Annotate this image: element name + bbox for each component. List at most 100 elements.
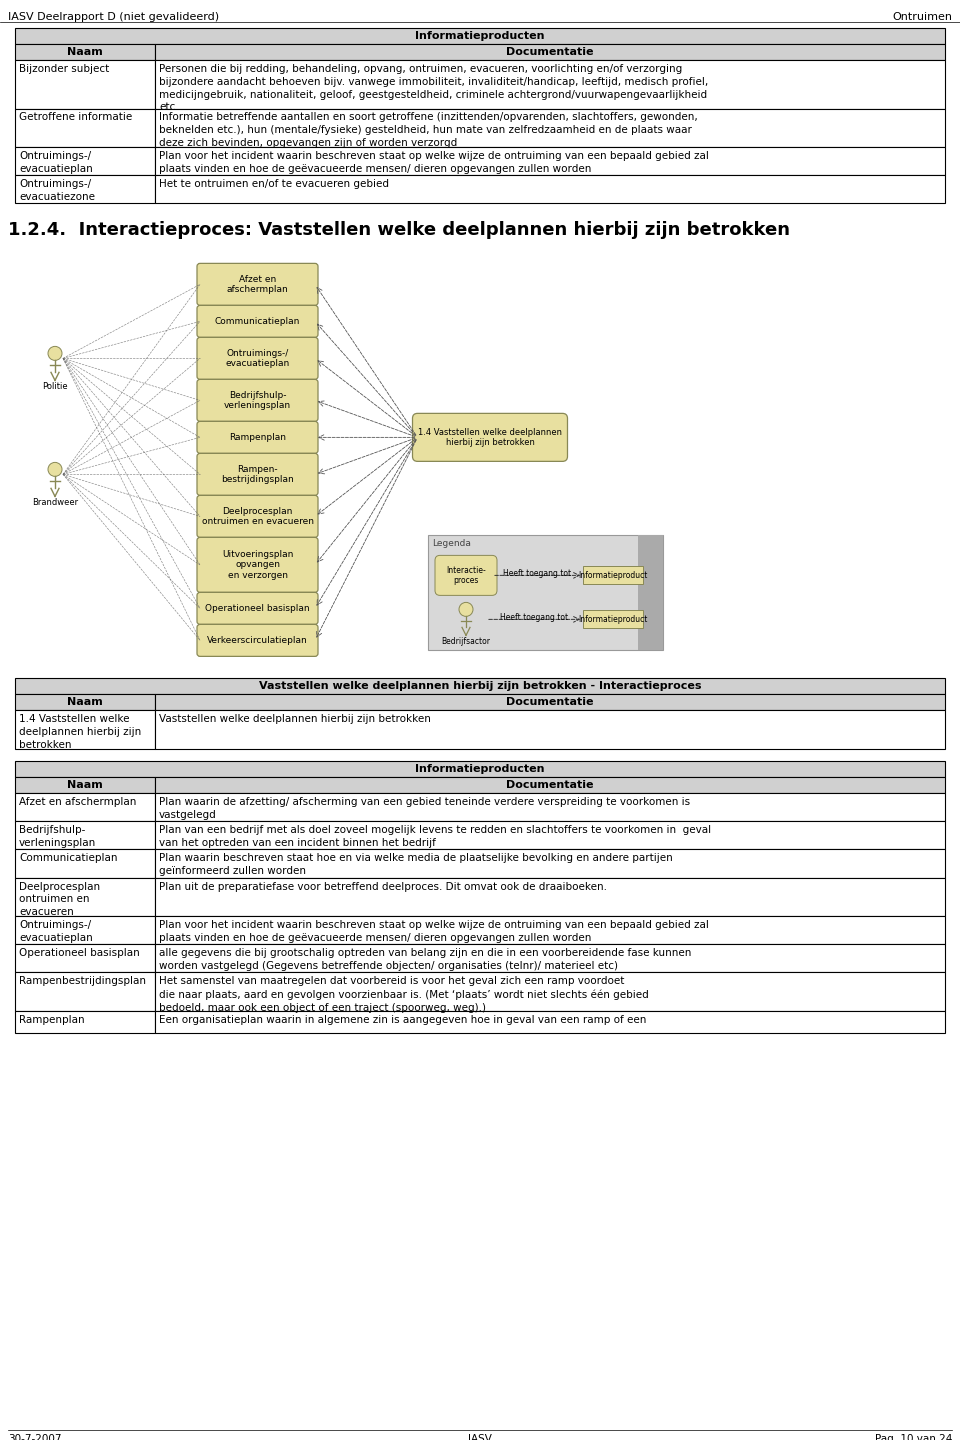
Bar (155, 877, 945, 916)
Bar (155, 850, 945, 877)
Text: Informatieproducten: Informatieproducten (416, 763, 544, 773)
Circle shape (48, 347, 62, 360)
FancyBboxPatch shape (197, 537, 318, 592)
Text: Plan voor het incident waarin beschreven staat op welke wijze de ontruiming van : Plan voor het incident waarin beschreven… (159, 151, 708, 174)
Text: Plan voor het incident waarin beschreven staat op welke wijze de ontruiming van : Plan voor het incident waarin beschreven… (159, 920, 708, 943)
FancyBboxPatch shape (197, 264, 318, 305)
FancyBboxPatch shape (197, 379, 318, 422)
Text: IASV: IASV (468, 1434, 492, 1440)
FancyBboxPatch shape (197, 337, 318, 379)
Text: Politie: Politie (42, 383, 68, 392)
FancyBboxPatch shape (435, 556, 497, 595)
Bar (15, 60, 155, 108)
Text: Uitvoeringsplan
opvangen
en verzorgen: Uitvoeringsplan opvangen en verzorgen (222, 550, 293, 580)
Bar (15, 694, 155, 710)
Text: 1.2.4.  Interactieproces: Vaststellen welke deelplannen hierbij zijn betrokken: 1.2.4. Interactieproces: Vaststellen wel… (8, 222, 790, 239)
Text: Informatieproduct: Informatieproduct (578, 570, 648, 580)
Text: Personen die bij redding, behandeling, opvang, ontruimen, evacueren, voorlichtin: Personen die bij redding, behandeling, o… (159, 63, 708, 112)
Text: Verkeerscirculatieplan: Verkeerscirculatieplan (207, 636, 308, 645)
Bar (155, 945, 945, 972)
Text: Getroffene informatie: Getroffene informatie (19, 112, 132, 122)
Text: Het samenstel van maatregelen dat voorbereid is voor het geval zich een ramp voo: Het samenstel van maatregelen dat voorbe… (159, 976, 649, 1012)
Text: Ontruimen: Ontruimen (892, 12, 952, 22)
Bar (155, 694, 945, 710)
Bar (15, 850, 155, 877)
Text: Deelprocesplan
ontruimen en evacueren: Deelprocesplan ontruimen en evacueren (202, 507, 314, 526)
Text: Ontruimings-/
evacuatieplan: Ontruimings-/ evacuatieplan (226, 348, 290, 369)
Text: Naam: Naam (67, 48, 103, 58)
Bar (155, 710, 945, 749)
Text: Interactie-
proces: Interactie- proces (446, 566, 486, 585)
Bar (15, 972, 155, 1011)
Bar (155, 147, 945, 176)
Text: Rampenplan: Rampenplan (229, 433, 286, 442)
Bar (155, 821, 945, 850)
Text: Plan uit de preparatiefase voor betreffend deelproces. Dit omvat ook de draaiboe: Plan uit de preparatiefase voor betreffe… (159, 881, 607, 891)
FancyBboxPatch shape (197, 454, 318, 495)
Bar (15, 108, 155, 147)
Text: Ontruimings-/
evacuatieplan: Ontruimings-/ evacuatieplan (19, 151, 93, 174)
Bar (15, 147, 155, 176)
Text: Het te ontruimen en/of te evacueren gebied: Het te ontruimen en/of te evacueren gebi… (159, 179, 389, 189)
Circle shape (459, 602, 473, 616)
Text: Bedrijfshulp-
verleningsplan: Bedrijfshulp- verleningsplan (19, 825, 96, 848)
Text: IASV Deelrapport D (niet gevalideerd): IASV Deelrapport D (niet gevalideerd) (8, 12, 219, 22)
Bar (15, 710, 155, 749)
Bar (583, 611, 643, 628)
Text: 1.4 Vaststellen welke
deelplannen hierbij zijn
betrokken: 1.4 Vaststellen welke deelplannen hierbi… (19, 714, 141, 750)
FancyBboxPatch shape (197, 625, 318, 657)
Text: Documentatie: Documentatie (506, 779, 593, 789)
FancyBboxPatch shape (197, 422, 318, 454)
Bar (15, 945, 155, 972)
Text: Naam: Naam (67, 697, 103, 707)
Text: alle gegevens die bij grootschalig optreden van belang zijn en die in een voorbe: alle gegevens die bij grootschalig optre… (159, 948, 691, 971)
Text: Documentatie: Documentatie (506, 48, 593, 58)
Bar (15, 916, 155, 945)
Text: Communicatieplan: Communicatieplan (19, 854, 117, 863)
Text: Communicatieplan: Communicatieplan (215, 317, 300, 325)
Text: Bedrijfsactor: Bedrijfsactor (442, 638, 491, 647)
Bar (15, 176, 155, 203)
Bar (15, 27, 945, 45)
Text: Rampenbestrijdingsplan: Rampenbestrijdingsplan (19, 976, 146, 986)
Circle shape (48, 462, 62, 477)
Bar (15, 793, 155, 821)
Bar (638, 536, 663, 651)
Text: Informatie betreffende aantallen en soort getroffene (inzittenden/opvarenden, sl: Informatie betreffende aantallen en soor… (159, 112, 698, 148)
Text: Legenda: Legenda (432, 540, 470, 549)
FancyBboxPatch shape (197, 495, 318, 537)
Bar (155, 176, 945, 203)
Text: Ontruimings-/
evacuatiezone: Ontruimings-/ evacuatiezone (19, 179, 95, 202)
Text: Documentatie: Documentatie (506, 697, 593, 707)
Text: Heeft toegang tot: Heeft toegang tot (500, 613, 568, 622)
Bar (155, 60, 945, 108)
Text: Informatieproduct: Informatieproduct (578, 615, 648, 624)
Text: Afzet en
afschermplan: Afzet en afschermplan (227, 275, 288, 294)
Text: Brandweer: Brandweer (32, 498, 78, 507)
Text: Operationeel basisplan: Operationeel basisplan (205, 603, 310, 613)
Text: Vaststellen welke deelplannen hierbij zijn betrokken: Vaststellen welke deelplannen hierbij zi… (159, 714, 431, 724)
Bar (15, 678, 945, 694)
Bar (15, 877, 155, 916)
Bar (155, 972, 945, 1011)
FancyBboxPatch shape (197, 305, 318, 337)
Text: Operationeel basisplan: Operationeel basisplan (19, 948, 140, 958)
Text: Heeft toegang tot: Heeft toegang tot (503, 569, 571, 579)
FancyBboxPatch shape (197, 592, 318, 625)
Text: Bijzonder subject: Bijzonder subject (19, 63, 109, 73)
Bar (15, 776, 155, 793)
Text: Pag. 10 van 24: Pag. 10 van 24 (875, 1434, 952, 1440)
Bar (15, 821, 155, 850)
Bar (428, 536, 663, 651)
Bar (15, 45, 155, 60)
Text: Plan waarin beschreven staat hoe en via welke media de plaatselijke bevolking en: Plan waarin beschreven staat hoe en via … (159, 854, 673, 876)
Text: Naam: Naam (67, 779, 103, 789)
Text: Een organisatieplan waarin in algemene zin is aangegeven hoe in geval van een ra: Een organisatieplan waarin in algemene z… (159, 1015, 646, 1025)
Text: Bedrijfshulp-
verleningsplan: Bedrijfshulp- verleningsplan (224, 390, 291, 410)
FancyBboxPatch shape (413, 413, 567, 461)
Text: Rampen-
bestrijdingsplan: Rampen- bestrijdingsplan (221, 465, 294, 484)
Bar (155, 1011, 945, 1032)
Text: Vaststellen welke deelplannen hierbij zijn betrokken - Interactieproces: Vaststellen welke deelplannen hierbij zi… (259, 681, 701, 691)
Bar (155, 776, 945, 793)
Text: Afzet en afschermplan: Afzet en afschermplan (19, 796, 136, 806)
